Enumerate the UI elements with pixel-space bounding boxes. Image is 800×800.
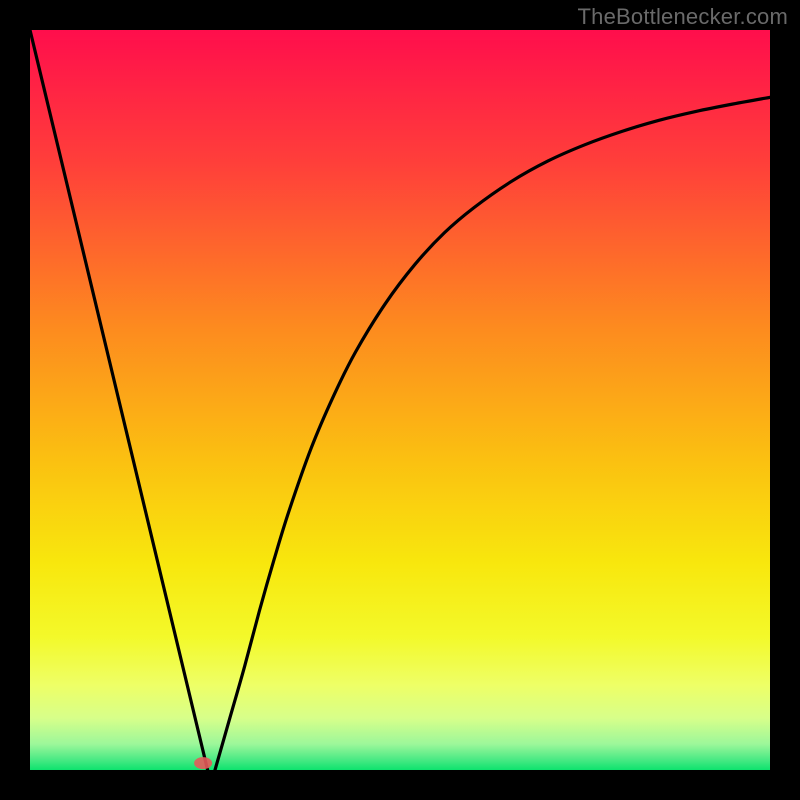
plot-area bbox=[30, 30, 770, 770]
minimum-marker bbox=[194, 757, 212, 769]
curve-left-branch bbox=[30, 30, 208, 770]
chart-frame: TheBottlenecker.com bbox=[0, 0, 800, 800]
curve-right-branch bbox=[215, 97, 770, 770]
watermark-text: TheBottlenecker.com bbox=[578, 4, 788, 30]
curve-svg bbox=[30, 30, 770, 770]
